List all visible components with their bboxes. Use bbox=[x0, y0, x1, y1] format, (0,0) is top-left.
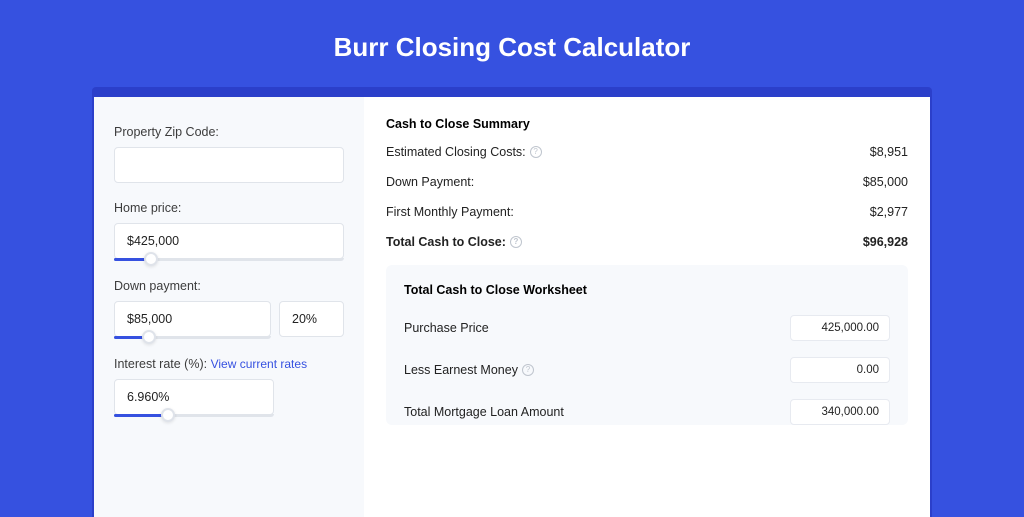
summary-value-down-payment: $85,000 bbox=[863, 175, 908, 189]
summary-label-total: Total Cash to Close: ? bbox=[386, 235, 522, 249]
down-payment-group: Down payment: bbox=[114, 279, 344, 339]
down-payment-input[interactable] bbox=[114, 301, 271, 337]
worksheet-input-earnest[interactable] bbox=[790, 357, 890, 383]
worksheet-row-purchase: Purchase Price bbox=[404, 315, 890, 341]
worksheet-label-mortgage: Total Mortgage Loan Amount bbox=[404, 405, 564, 419]
worksheet-label-purchase: Purchase Price bbox=[404, 321, 489, 335]
summary-label-closing-costs: Estimated Closing Costs: ? bbox=[386, 145, 542, 159]
zip-label: Property Zip Code: bbox=[114, 125, 344, 139]
help-icon[interactable]: ? bbox=[530, 146, 542, 158]
down-payment-pct-input[interactable] bbox=[279, 301, 344, 337]
home-price-label: Home price: bbox=[114, 201, 344, 215]
worksheet-input-purchase[interactable] bbox=[790, 315, 890, 341]
zip-input[interactable] bbox=[114, 147, 344, 183]
summary-value-first-monthly: $2,977 bbox=[870, 205, 908, 219]
summary-row-total: Total Cash to Close: ? $96,928 bbox=[386, 235, 908, 249]
interest-slider[interactable] bbox=[114, 414, 274, 417]
worksheet: Total Cash to Close Worksheet Purchase P… bbox=[386, 265, 908, 425]
worksheet-row-mortgage: Total Mortgage Loan Amount bbox=[404, 399, 890, 425]
view-rates-link[interactable]: View current rates bbox=[211, 357, 308, 371]
interest-slider-fill bbox=[114, 414, 168, 417]
summary-value-total: $96,928 bbox=[863, 235, 908, 249]
left-panel: Property Zip Code: Home price: Down paym… bbox=[94, 97, 364, 517]
help-icon[interactable]: ? bbox=[522, 364, 534, 376]
summary-row-first-monthly: First Monthly Payment: $2,977 bbox=[386, 205, 908, 219]
summary-row-closing-costs: Estimated Closing Costs: ? $8,951 bbox=[386, 145, 908, 159]
home-price-group: Home price: bbox=[114, 201, 344, 261]
interest-label: Interest rate (%): bbox=[114, 357, 207, 371]
interest-label-row: Interest rate (%): View current rates bbox=[114, 357, 344, 371]
summary-label-first-monthly: First Monthly Payment: bbox=[386, 205, 514, 219]
worksheet-row-earnest: Less Earnest Money ? bbox=[404, 357, 890, 383]
worksheet-header: Total Cash to Close Worksheet bbox=[404, 283, 890, 297]
summary-label-down-payment: Down Payment: bbox=[386, 175, 474, 189]
down-payment-slider-thumb[interactable] bbox=[142, 330, 156, 344]
right-panel: Cash to Close Summary Estimated Closing … bbox=[364, 97, 930, 517]
help-icon[interactable]: ? bbox=[510, 236, 522, 248]
page-title: Burr Closing Cost Calculator bbox=[0, 0, 1024, 87]
home-price-slider[interactable] bbox=[114, 258, 344, 261]
home-price-slider-thumb[interactable] bbox=[144, 252, 158, 266]
down-payment-slider[interactable] bbox=[114, 336, 271, 339]
interest-group: Interest rate (%): View current rates bbox=[114, 357, 344, 417]
calculator-card: Property Zip Code: Home price: Down paym… bbox=[94, 97, 930, 517]
summary-row-down-payment: Down Payment: $85,000 bbox=[386, 175, 908, 189]
calculator-shadow: Property Zip Code: Home price: Down paym… bbox=[92, 87, 932, 517]
zip-field-group: Property Zip Code: bbox=[114, 125, 344, 183]
summary-value-closing-costs: $8,951 bbox=[870, 145, 908, 159]
worksheet-label-earnest: Less Earnest Money ? bbox=[404, 363, 534, 377]
interest-slider-thumb[interactable] bbox=[161, 408, 175, 422]
worksheet-input-mortgage[interactable] bbox=[790, 399, 890, 425]
interest-input[interactable] bbox=[114, 379, 274, 415]
down-payment-label: Down payment: bbox=[114, 279, 344, 293]
summary-header: Cash to Close Summary bbox=[386, 117, 908, 131]
